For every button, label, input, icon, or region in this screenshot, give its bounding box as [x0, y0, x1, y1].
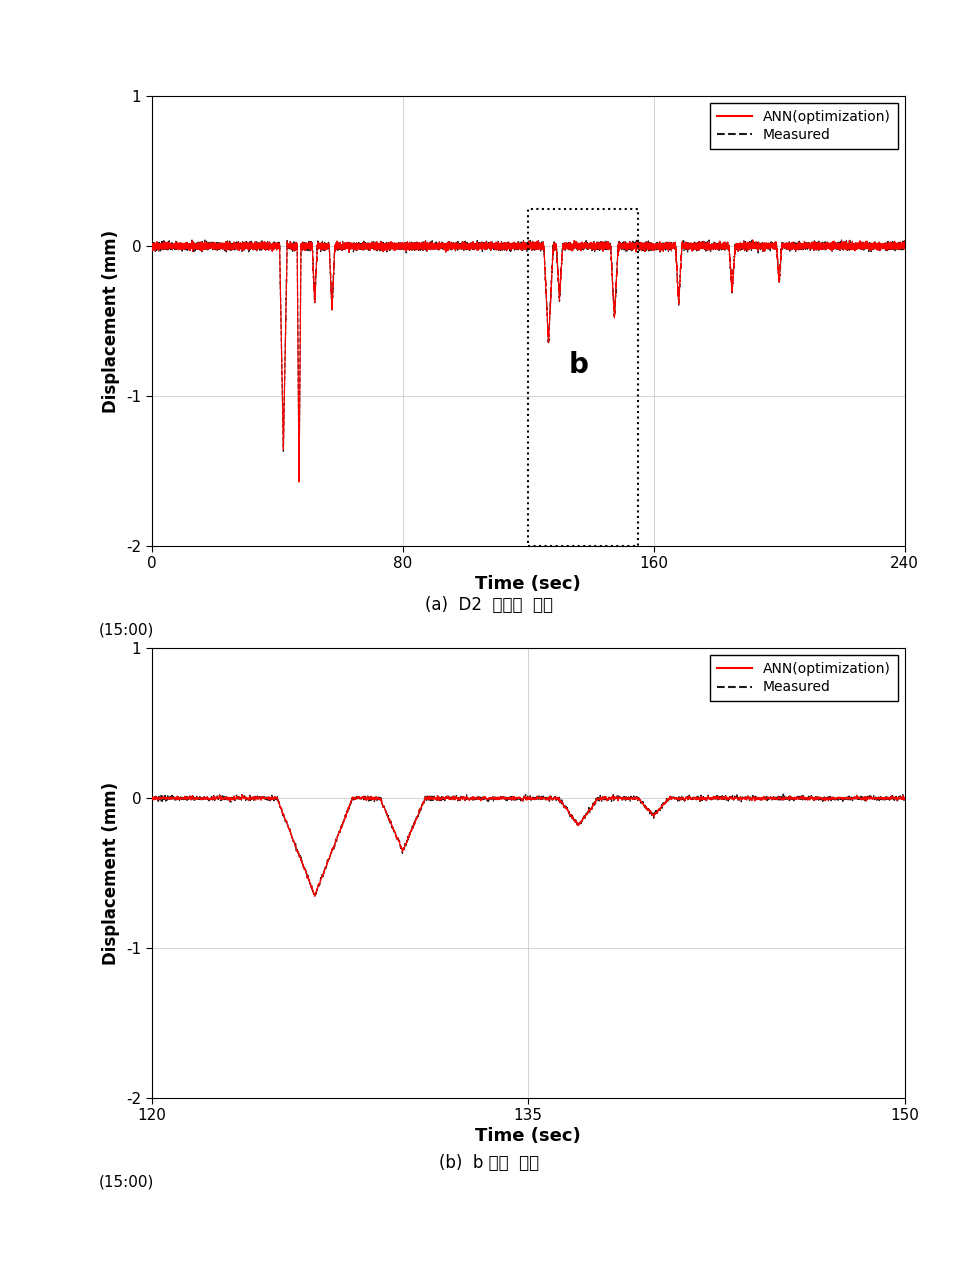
- Measured: [898, 240, 910, 256]
- Measured: [429, 792, 441, 808]
- Text: (15:00): (15:00): [99, 623, 154, 637]
- Y-axis label: Displacement (mm): Displacement (mm): [103, 230, 120, 412]
- Text: (15:00): (15:00): [99, 1175, 154, 1189]
- ANN(optimization): [328, 837, 340, 853]
- Measured: [324, 846, 336, 862]
- Legend: ANN(optimization), Measured: ANN(optimization), Measured: [709, 655, 897, 701]
- Line: Measured: Measured: [151, 240, 904, 483]
- Measured: [309, 889, 320, 904]
- Line: Measured: Measured: [151, 794, 904, 896]
- ANN(optimization): [146, 790, 157, 805]
- Text: b: b: [569, 352, 588, 380]
- X-axis label: Time (sec): Time (sec): [475, 575, 580, 593]
- ANN(optimization): [892, 790, 904, 805]
- X-axis label: Time (sec): Time (sec): [475, 1127, 580, 1145]
- ANN(optimization): [146, 238, 157, 253]
- Measured: [898, 790, 910, 805]
- ANN(optimization): [153, 236, 165, 252]
- ANN(optimization): [483, 790, 494, 805]
- Measured: [777, 786, 788, 801]
- ANN(optimization): [898, 240, 910, 256]
- Text: (a)  D2  지점의  변위: (a) D2 지점의 변위: [425, 596, 552, 614]
- ANN(optimization): [658, 239, 670, 254]
- Measured: [146, 238, 157, 253]
- ANN(optimization): [320, 858, 332, 873]
- Measured: [483, 791, 494, 806]
- Measured: [146, 790, 157, 805]
- Measured: [544, 282, 556, 298]
- Measured: [153, 236, 165, 252]
- ANN(optimization): [429, 791, 441, 806]
- ANN(optimization): [898, 790, 910, 805]
- Measured: [320, 859, 332, 874]
- Measured: [633, 238, 645, 253]
- ANN(optimization): [236, 787, 248, 802]
- Measured: [871, 238, 882, 253]
- Text: (b)  b 구역  확대: (b) b 구역 확대: [439, 1154, 538, 1172]
- ANN(optimization): [633, 238, 645, 253]
- Measured: [892, 788, 904, 804]
- ANN(optimization): [293, 474, 305, 489]
- Y-axis label: Displacement (mm): Displacement (mm): [103, 782, 120, 964]
- Line: ANN(optimization): ANN(optimization): [151, 240, 904, 482]
- Legend: ANN(optimization), Measured: ANN(optimization), Measured: [709, 103, 897, 149]
- Measured: [252, 240, 264, 256]
- ANN(optimization): [746, 232, 758, 248]
- Measured: [835, 232, 847, 248]
- Measured: [293, 475, 305, 490]
- ANN(optimization): [871, 238, 882, 253]
- ANN(optimization): [544, 282, 556, 298]
- Measured: [658, 238, 670, 253]
- ANN(optimization): [324, 846, 336, 862]
- ANN(optimization): [309, 889, 320, 904]
- ANN(optimization): [252, 239, 264, 254]
- Line: ANN(optimization): ANN(optimization): [151, 795, 904, 896]
- Measured: [328, 838, 340, 854]
